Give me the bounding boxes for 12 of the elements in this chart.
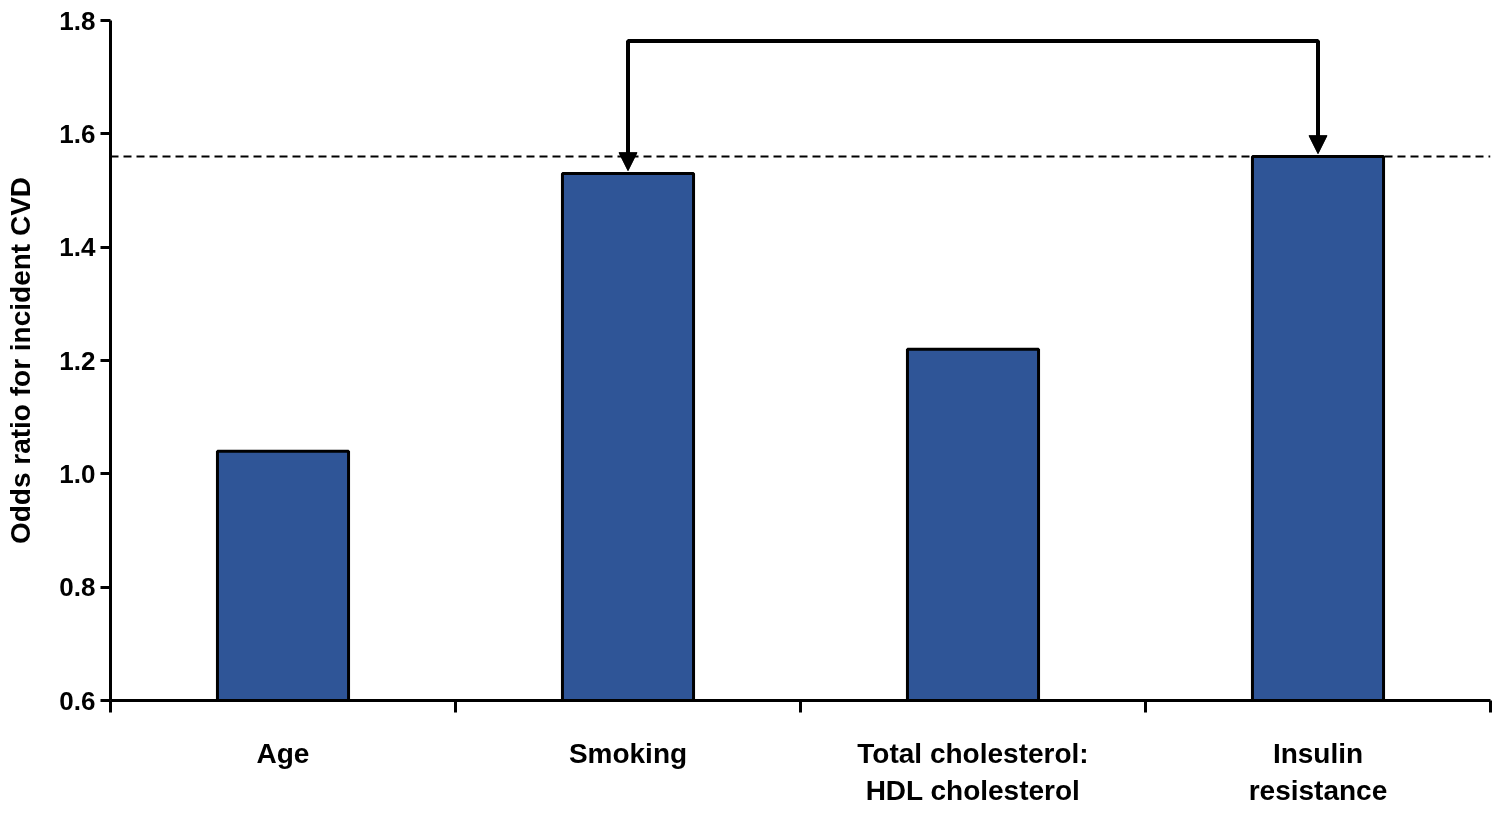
- x-tick-label: Total cholesterol: HDL cholesterol: [857, 737, 1089, 806]
- y-tick-label: 0.8: [59, 572, 96, 603]
- y-tick-label: 1.2: [59, 345, 96, 376]
- y-tick-label: 1.4: [59, 232, 97, 263]
- x-tick-label: Smoking: [568, 737, 688, 769]
- x-tick-label: Age: [256, 737, 310, 769]
- y-tick-label: 1.8: [59, 5, 96, 36]
- y-tick-label: 1.0: [59, 458, 96, 489]
- y-tick-label: 0.6: [59, 685, 96, 716]
- y-tick-label: 1.6: [59, 118, 96, 149]
- y-axis-title: Odds ratio for incident CVD: [5, 176, 37, 545]
- x-tick-label: Insulin resistance: [1248, 737, 1388, 806]
